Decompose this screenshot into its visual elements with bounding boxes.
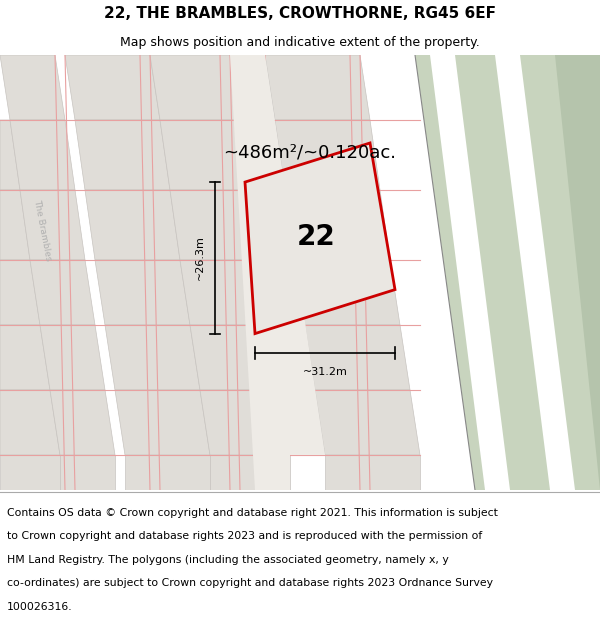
Polygon shape bbox=[495, 55, 575, 490]
Polygon shape bbox=[430, 55, 510, 490]
Text: to Crown copyright and database rights 2023 and is reproduced with the permissio: to Crown copyright and database rights 2… bbox=[7, 531, 482, 541]
Polygon shape bbox=[170, 190, 260, 260]
Polygon shape bbox=[275, 120, 380, 190]
Text: The Brambles: The Brambles bbox=[32, 199, 52, 261]
Polygon shape bbox=[315, 390, 420, 455]
Text: ~486m²/~0.120ac.: ~486m²/~0.120ac. bbox=[223, 144, 397, 162]
Polygon shape bbox=[105, 325, 200, 390]
Polygon shape bbox=[75, 120, 170, 190]
Polygon shape bbox=[305, 325, 410, 390]
Text: HM Land Registry. The polygons (including the associated geometry, namely x, y: HM Land Registry. The polygons (includin… bbox=[7, 555, 449, 565]
Polygon shape bbox=[245, 143, 395, 334]
Polygon shape bbox=[30, 260, 95, 325]
Polygon shape bbox=[415, 55, 600, 490]
Polygon shape bbox=[0, 455, 60, 490]
Polygon shape bbox=[160, 120, 250, 190]
Text: 22, THE BRAMBLES, CROWTHORNE, RG45 6EF: 22, THE BRAMBLES, CROWTHORNE, RG45 6EF bbox=[104, 6, 496, 21]
Polygon shape bbox=[325, 455, 420, 490]
Polygon shape bbox=[20, 190, 85, 260]
Text: co-ordinates) are subject to Crown copyright and database rights 2023 Ordnance S: co-ordinates) are subject to Crown copyr… bbox=[7, 578, 493, 588]
Polygon shape bbox=[0, 190, 30, 260]
Polygon shape bbox=[295, 260, 400, 325]
Polygon shape bbox=[285, 190, 390, 260]
Polygon shape bbox=[10, 120, 75, 190]
Polygon shape bbox=[200, 390, 290, 455]
Polygon shape bbox=[65, 55, 160, 120]
Polygon shape bbox=[210, 455, 290, 490]
Polygon shape bbox=[125, 455, 210, 490]
Polygon shape bbox=[180, 260, 270, 325]
Text: Contains OS data © Crown copyright and database right 2021. This information is : Contains OS data © Crown copyright and d… bbox=[7, 508, 498, 518]
Polygon shape bbox=[0, 120, 20, 190]
Polygon shape bbox=[0, 325, 50, 390]
Polygon shape bbox=[265, 55, 370, 120]
Polygon shape bbox=[0, 390, 60, 455]
Text: The Brambles: The Brambles bbox=[247, 256, 269, 324]
Polygon shape bbox=[115, 390, 210, 455]
Polygon shape bbox=[85, 190, 180, 260]
Polygon shape bbox=[50, 390, 115, 455]
Text: 100026316.: 100026316. bbox=[7, 602, 73, 612]
Text: 22: 22 bbox=[297, 223, 335, 251]
Polygon shape bbox=[0, 55, 65, 120]
Polygon shape bbox=[60, 455, 115, 490]
Text: ~26.3m: ~26.3m bbox=[195, 236, 205, 280]
Polygon shape bbox=[555, 55, 600, 490]
Text: Map shows position and indicative extent of the property.: Map shows position and indicative extent… bbox=[120, 36, 480, 49]
Polygon shape bbox=[40, 325, 105, 390]
Polygon shape bbox=[150, 55, 240, 120]
Polygon shape bbox=[190, 325, 280, 390]
Text: ~31.2m: ~31.2m bbox=[302, 367, 347, 377]
Polygon shape bbox=[230, 55, 325, 490]
Polygon shape bbox=[0, 260, 40, 325]
Polygon shape bbox=[95, 260, 190, 325]
